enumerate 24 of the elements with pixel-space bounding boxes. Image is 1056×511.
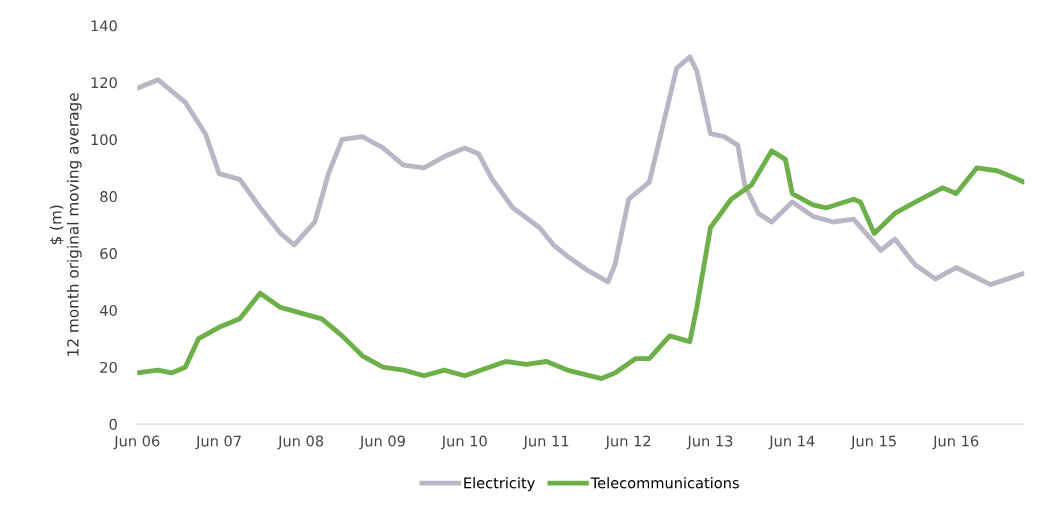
x-tick-label: Jun 13 [686,435,733,450]
y-tick-label: 100 [91,134,117,146]
y-tick-label: 0 [109,418,117,430]
x-tick-label: Jun 14 [768,435,815,450]
y-tick-label: 140 [91,20,117,32]
x-tick-label: Jun 15 [850,435,896,450]
y-tick-label: 40 [99,304,117,316]
x-tick-label: Jun 12 [604,435,651,450]
y-tick-label: 20 [100,361,117,373]
x-tick-label: Jun 06 [113,435,160,450]
legend-label: Telecommunications [590,477,739,489]
y-tick-label: 120 [91,77,117,89]
legend-label: Electricity [464,477,535,492]
x-tick-label: Jun 09 [359,435,405,450]
x-tick-label: Jun 16 [932,435,979,450]
line-series [137,54,1025,288]
y-axis-title: $ (m) 12 month original moving average [49,93,82,356]
x-tick-label: Jun 11 [522,435,569,450]
y-tick-label: 60 [100,248,117,260]
x-tick-label: Jun 10 [441,435,487,450]
x-tick-label: Jun 08 [277,435,324,450]
y-tick-label: 80 [100,191,117,203]
line-series [137,148,1025,382]
x-tick-label: Jun 07 [195,435,241,450]
